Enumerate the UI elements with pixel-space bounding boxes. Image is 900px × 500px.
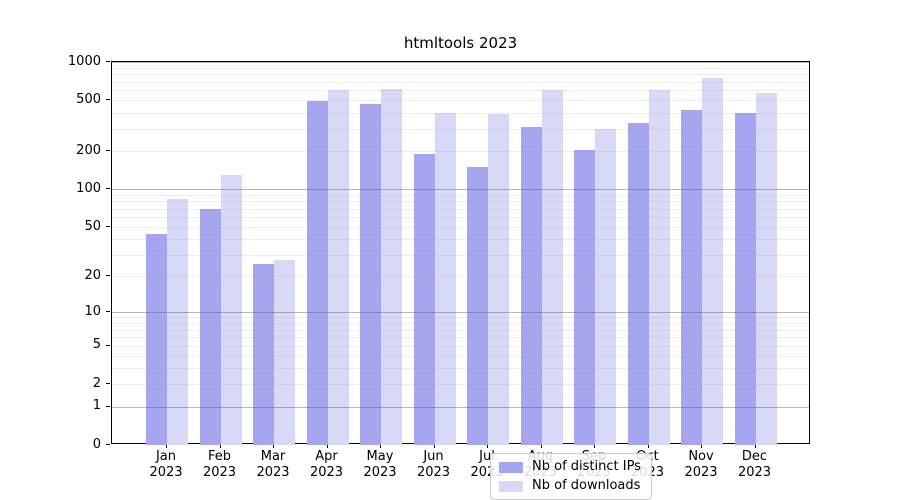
chart-title: htmltools 2023 [403,34,518,52]
y-tick-mark [106,311,110,313]
x-tick-month: Jun [423,449,444,464]
x-tick-year: 2023 [684,465,718,480]
x-tick-year: 2023 [363,465,397,480]
y-tick-label: 20 [84,267,101,283]
bars-layer [112,62,809,445]
x-tick-month: Jan [155,449,177,464]
bar-jan-ips [146,234,167,445]
x-tick-year: 2023 [416,465,451,480]
bar-mar-downloads [274,260,295,445]
x-tick-mark [540,444,542,448]
bar-apr-ips [306,100,328,445]
legend-label-distinct-ips: Nb of distinct IPs [532,459,641,474]
y-tick-label: 50 [84,218,101,234]
bar-may-downloads [381,88,402,445]
x-tick-year: 2023 [309,465,344,480]
x-tick-year: 2023 [202,465,237,480]
x-tick-year: 2023 [149,465,183,480]
bar-sep-downloads [595,128,616,445]
legend-label-downloads: Nb of downloads [532,478,641,493]
x-tick-mark [487,444,488,448]
y-tick-label: 100 [76,180,101,196]
y-tick-mark [106,383,110,385]
x-tick-mark [219,444,221,448]
y-tick-label: 2 [92,375,101,391]
x-tick-mark [594,444,595,448]
x-tick-mark [273,444,274,448]
bar-feb-downloads [220,174,242,445]
y-tick-label: 10 [84,303,101,319]
x-tick-mark [647,444,649,448]
x-tick-month: Apr [315,449,338,464]
x-tick-month: Feb [207,449,232,464]
y-tick-mark [106,405,110,407]
x-tick-year: 2023 [256,465,290,480]
x-tick-mark [380,444,381,448]
y-tick-label: 500 [76,91,101,107]
bar-nov-ips [681,110,702,445]
y-tick-mark [106,444,110,445]
x-tick-label-dec: Dec 2023 [725,449,785,481]
y-tick-mark [106,61,110,62]
legend: Nb of distinct IPs Nb of downloads [490,453,652,500]
legend-row-downloads: Nb of downloads [499,479,641,493]
legend-swatch-distinct-ips [499,461,523,473]
y-tick-mark [106,275,110,277]
y-tick-label: 1000 [67,53,101,69]
bar-jul-downloads [488,114,509,445]
x-tick-mark [166,444,167,448]
x-tick-month: May [366,449,394,464]
bar-jun-ips [413,154,435,445]
x-tick-label-feb: Feb 2023 [190,449,250,481]
bar-sep-ips [574,149,595,445]
bar-oct-downloads [648,90,670,445]
bar-dec-ips [734,112,756,445]
bar-mar-ips [253,264,274,445]
legend-row-distinct-ips: Nb of distinct IPs [499,460,641,474]
x-tick-label-jun: Jun 2023 [404,449,464,481]
plot-area: Nb of distinct IPs Nb of downloads [111,61,810,500]
bar-feb-ips [199,208,221,445]
x-tick-month: Nov [688,449,714,464]
y-tick-mark [106,99,110,101]
x-tick-label-jan: Jan 2023 [136,449,196,481]
y-tick-label: 1 [92,398,101,414]
y-tick-label: 5 [92,337,101,353]
y-tick-label: 200 [76,142,101,158]
y-tick-label: 0 [92,436,101,452]
bar-jan-downloads [167,198,188,445]
x-tick-label-mar: Mar 2023 [243,449,303,481]
y-tick-mark [106,188,110,190]
bar-dec-downloads [755,92,777,445]
bar-aug-downloads [541,90,563,445]
bar-nov-downloads [702,77,723,445]
legend-swatch-downloads [499,480,523,492]
x-tick-mark [754,444,756,448]
x-tick-mark [326,444,328,448]
x-tick-label-nov: Nov 2023 [671,449,731,481]
x-tick-mark [433,444,435,448]
x-tick-label-apr: Apr 2023 [297,449,357,481]
bar-jun-downloads [434,113,456,445]
y-tick-mark [106,150,110,151]
bar-apr-downloads [327,90,349,445]
bar-may-ips [360,104,381,445]
x-tick-mark [701,444,702,448]
x-tick-label-may: May 2023 [350,449,410,481]
bar-aug-ips [520,126,542,445]
y-tick-mark [106,344,110,346]
x-tick-month: Mar [260,449,286,464]
x-tick-month: Dec [741,449,768,464]
y-tick-mark [106,226,110,227]
bar-jul-ips [467,166,488,445]
bar-oct-ips [627,123,649,445]
x-tick-year: 2023 [737,465,772,480]
